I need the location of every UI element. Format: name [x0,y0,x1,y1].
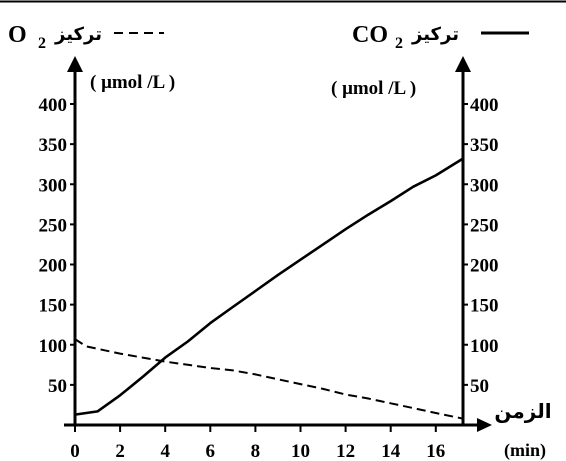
x-tick-label: 2 [115,441,125,461]
unit-right: ( μmol /L ) [331,78,416,99]
y-tick-label-left: 100 [39,336,68,357]
series-line-o2 [74,338,464,420]
x-tick-label: 16 [426,441,445,461]
y-tick-label-left: 400 [39,95,68,116]
right-axis-arrow [455,56,471,72]
legend-co2-chem: CO [352,22,388,48]
y-tick-label-left: 250 [39,215,68,236]
x-axis-label: الزمن [494,399,551,423]
unit-left: ( μmol /L ) [90,72,175,93]
x-tick-label: 14 [381,441,401,461]
legend-co2-sub: 2 [395,35,403,52]
x-axis-arrow [477,418,492,432]
y-tick-label-right: 150 [470,296,499,317]
y-tick-label-left: 350 [39,135,68,156]
x-tick-label: 4 [160,441,170,461]
x-tick-label: 10 [291,441,310,461]
x-tick-label: 0 [70,441,80,461]
y-tick-label-right: 350 [470,135,499,156]
y-tick-label-left: 50 [48,376,67,397]
legend-o2-label: تركيز [54,24,102,45]
y-tick-label-right: 400 [470,95,499,116]
series-line-co2 [74,157,464,416]
y-tick-label-right: 200 [470,256,499,277]
x-tick-label: 12 [336,441,355,461]
y-tick-label-right: 250 [470,215,499,236]
left-axis-arrow [67,56,83,72]
y-tick-label-right: 100 [470,336,499,357]
y-tick-label-left: 200 [39,256,68,277]
x-axis-unit: (min) [504,440,546,461]
x-tick-label: 6 [206,441,216,461]
y-tick-label-left: 150 [39,296,68,317]
x-tick-label: 8 [251,441,261,461]
legend-o2-chem: O [8,22,27,48]
y-tick-label-right: 50 [470,376,489,397]
legend-co2-label: تركيز [411,24,459,45]
y-tick-label-right: 300 [470,175,499,196]
y-tick-label-left: 300 [39,175,68,196]
legend-o2-sub: 2 [38,35,46,52]
